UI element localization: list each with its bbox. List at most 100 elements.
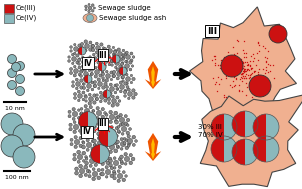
Circle shape — [99, 74, 102, 77]
Circle shape — [131, 157, 135, 161]
Circle shape — [117, 57, 120, 60]
Circle shape — [78, 122, 81, 125]
Circle shape — [123, 73, 126, 75]
Circle shape — [123, 137, 126, 140]
Circle shape — [87, 84, 92, 88]
Circle shape — [74, 47, 79, 51]
Circle shape — [88, 60, 92, 62]
Circle shape — [83, 83, 85, 85]
Circle shape — [113, 177, 116, 180]
Circle shape — [86, 57, 89, 60]
Circle shape — [92, 62, 95, 65]
Circle shape — [106, 129, 109, 131]
Circle shape — [73, 130, 76, 134]
Circle shape — [82, 98, 85, 101]
Circle shape — [100, 95, 104, 99]
Circle shape — [112, 70, 116, 74]
Circle shape — [88, 76, 91, 79]
Circle shape — [116, 84, 118, 86]
Circle shape — [116, 88, 118, 90]
Circle shape — [121, 76, 124, 79]
Ellipse shape — [83, 13, 97, 22]
Circle shape — [94, 156, 97, 159]
Circle shape — [117, 130, 120, 133]
Circle shape — [97, 160, 99, 162]
Circle shape — [106, 154, 109, 156]
Circle shape — [73, 157, 76, 161]
Circle shape — [80, 74, 82, 77]
Circle shape — [72, 81, 74, 83]
Circle shape — [124, 52, 127, 56]
Circle shape — [93, 125, 96, 129]
Circle shape — [98, 87, 100, 90]
Circle shape — [93, 84, 97, 88]
Circle shape — [109, 92, 112, 95]
Circle shape — [84, 94, 87, 98]
Circle shape — [125, 64, 129, 68]
Circle shape — [97, 78, 101, 81]
Circle shape — [121, 123, 124, 126]
Circle shape — [84, 124, 88, 128]
Text: Sewage sludge: Sewage sludge — [98, 5, 151, 11]
Circle shape — [108, 63, 111, 66]
Circle shape — [114, 57, 117, 60]
Circle shape — [88, 97, 93, 101]
Circle shape — [80, 48, 83, 50]
Circle shape — [75, 78, 78, 81]
Circle shape — [79, 174, 82, 178]
Circle shape — [104, 55, 106, 58]
Circle shape — [74, 136, 77, 139]
Circle shape — [73, 65, 76, 68]
Polygon shape — [211, 136, 224, 162]
Circle shape — [108, 101, 111, 104]
Circle shape — [15, 87, 24, 95]
Circle shape — [104, 59, 108, 63]
Circle shape — [120, 155, 124, 159]
Circle shape — [127, 144, 130, 147]
Circle shape — [73, 121, 76, 124]
Circle shape — [117, 115, 120, 119]
Circle shape — [95, 66, 97, 69]
Circle shape — [115, 127, 118, 130]
Circle shape — [100, 58, 102, 60]
Circle shape — [114, 91, 117, 94]
Circle shape — [126, 118, 130, 122]
Circle shape — [86, 80, 89, 83]
Circle shape — [109, 120, 112, 124]
Circle shape — [96, 116, 99, 119]
Polygon shape — [88, 112, 97, 130]
Polygon shape — [100, 145, 109, 163]
Circle shape — [129, 128, 131, 130]
Circle shape — [127, 88, 130, 91]
Circle shape — [93, 7, 95, 9]
Polygon shape — [253, 114, 266, 140]
Circle shape — [74, 145, 77, 149]
Circle shape — [113, 157, 116, 160]
Circle shape — [68, 60, 70, 62]
Circle shape — [92, 9, 94, 12]
Circle shape — [88, 3, 90, 5]
Circle shape — [112, 74, 115, 78]
Circle shape — [117, 170, 120, 173]
Circle shape — [125, 51, 128, 54]
Circle shape — [84, 128, 90, 134]
Circle shape — [74, 139, 80, 145]
Text: IV: IV — [83, 128, 92, 136]
Circle shape — [77, 154, 83, 160]
Circle shape — [129, 61, 132, 64]
Circle shape — [91, 81, 94, 84]
Circle shape — [113, 160, 119, 166]
Circle shape — [97, 126, 103, 132]
Circle shape — [82, 141, 84, 143]
Circle shape — [114, 119, 117, 122]
Circle shape — [104, 99, 107, 102]
Circle shape — [82, 65, 84, 68]
Circle shape — [130, 59, 133, 62]
Circle shape — [109, 163, 112, 167]
Text: III: III — [207, 26, 217, 36]
Circle shape — [127, 124, 129, 126]
Circle shape — [127, 97, 130, 100]
Circle shape — [107, 45, 110, 48]
Circle shape — [88, 6, 92, 10]
Circle shape — [70, 50, 72, 52]
